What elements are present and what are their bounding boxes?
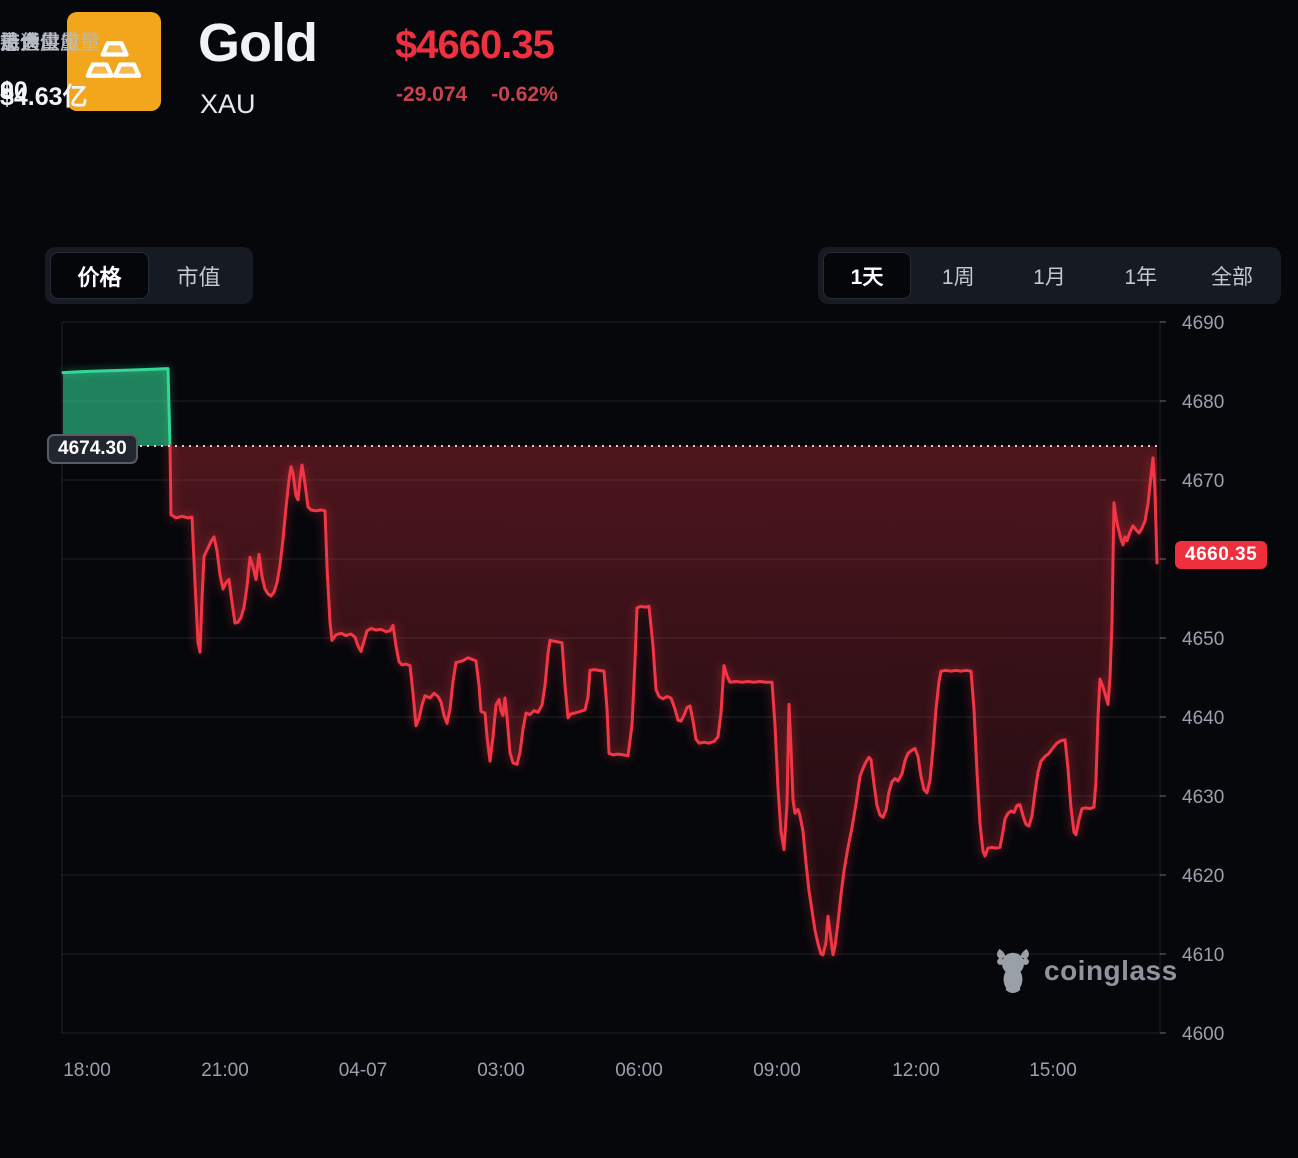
stat-open-interest: 持仓 $4.63亿: [0, 26, 88, 113]
price-line-down: [168, 444, 1159, 957]
stat-label: 市值: [0, 32, 40, 54]
y-axis-label: 4690: [1182, 313, 1224, 334]
x-axis-label: 06:00: [615, 1060, 663, 1081]
stat-value: $0: [0, 77, 28, 105]
y-axis-label: 4680: [1182, 392, 1224, 413]
stat-value: 0: [0, 77, 14, 105]
stat-label: 持仓: [0, 32, 40, 54]
x-axis-label: 18:00: [63, 1060, 111, 1081]
x-axis-label: 04-07: [339, 1060, 388, 1081]
coin-symbol: XAU: [200, 89, 256, 119]
metric-tabbar: 价格 市值: [45, 247, 253, 304]
x-axis-label: 21:00: [201, 1060, 249, 1081]
tab-range-1w[interactable]: 1周: [941, 265, 975, 289]
coin-change: -29.074 -0.62%: [396, 83, 558, 107]
below-baseline-area: [170, 446, 1157, 955]
stat-label: 流通量: [0, 32, 60, 54]
coin-title: Gold: [198, 13, 318, 73]
stat-value: $4.63亿: [0, 83, 88, 111]
price-line-up: [61, 367, 172, 448]
tab-market-cap[interactable]: 市值: [176, 264, 221, 290]
y-axis-label: 4600: [1182, 1024, 1224, 1045]
coin-icon: [67, 12, 161, 111]
stat-circulating-supply: 流通量 0: [0, 26, 60, 106]
y-axis-label: 4610: [1182, 945, 1224, 966]
stat-value: -: [0, 77, 9, 105]
x-axis-label: 12:00: [892, 1060, 940, 1081]
change-absolute: -29.074: [396, 83, 468, 106]
y-axis-label: 4640: [1182, 708, 1224, 729]
x-axis-label: 03:00: [477, 1060, 525, 1081]
above-baseline-area: [63, 368, 170, 446]
stat-max-supply: 最大供应量 -: [0, 26, 100, 106]
coinglass-watermark: coinglass: [992, 948, 1178, 994]
tab-range-all[interactable]: 全部: [1211, 265, 1253, 289]
stat-label: 总供应量: [0, 32, 80, 54]
tab-range-1y[interactable]: 1年: [1124, 265, 1158, 289]
coin-price: $4660.35: [395, 23, 555, 67]
tab-price[interactable]: 价格: [50, 252, 149, 299]
y-axis-label: 4650: [1182, 629, 1224, 650]
x-axis-label: 15:00: [1029, 1060, 1077, 1081]
x-axis-label: 09:00: [753, 1060, 801, 1081]
y-axis-label: 4630: [1182, 787, 1224, 808]
baseline-price-label: 4674.30: [47, 434, 138, 464]
bull-icon: [997, 949, 1029, 993]
stat-market-cap: 市值 $0: [0, 26, 40, 106]
gold-bars-icon: [85, 40, 142, 78]
range-tabbar: 1天 1周 1月 1年 全部: [818, 247, 1281, 304]
y-axis-label: 4620: [1182, 866, 1224, 887]
stat-value: 0: [0, 77, 14, 105]
stat-label: 最大供应量: [0, 32, 100, 54]
stat-total-supply: 总供应量 0: [0, 26, 80, 106]
last-price-badge: 4660.35: [1175, 541, 1268, 569]
y-axis-label: 4670: [1182, 471, 1224, 492]
change-percent: -0.62%: [491, 83, 558, 106]
tab-range-1m[interactable]: 1月: [1033, 265, 1066, 289]
tab-range-1d[interactable]: 1天: [823, 252, 911, 299]
watermark-text: coinglass: [1044, 955, 1178, 986]
